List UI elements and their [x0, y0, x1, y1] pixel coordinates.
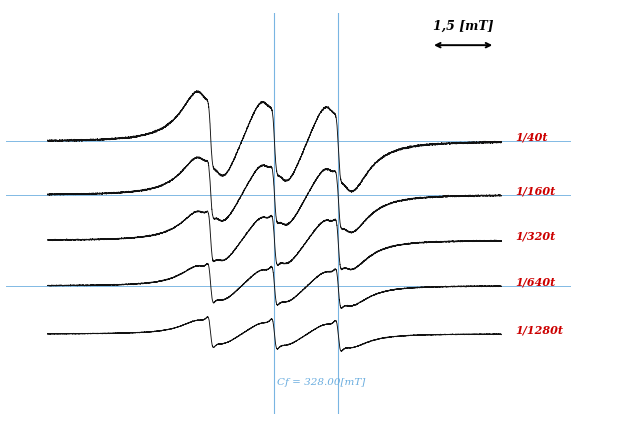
Text: 1/640t: 1/640t	[516, 276, 556, 287]
Text: 1/320t: 1/320t	[516, 231, 556, 242]
Text: Cf = 328.00[mT]: Cf = 328.00[mT]	[277, 378, 365, 388]
Text: 1,5 [mT]: 1,5 [mT]	[433, 20, 494, 33]
Text: 1/40t: 1/40t	[516, 132, 548, 143]
Text: 1/1280t: 1/1280t	[516, 324, 564, 335]
Text: 1/160t: 1/160t	[516, 185, 556, 196]
